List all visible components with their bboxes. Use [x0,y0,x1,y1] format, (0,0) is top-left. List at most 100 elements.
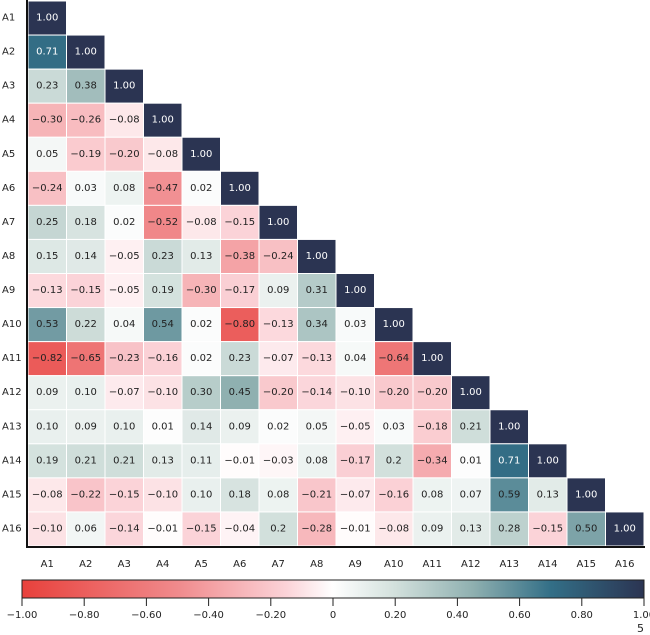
heatmap-cell [605,511,645,547]
cell-value-label: −0.10 [147,387,178,398]
cell-value-label: −0.23 [109,353,140,364]
cell-value-label: −0.24 [263,251,294,262]
cell-value-label: 0.14 [75,251,97,262]
heatmap-cell [297,511,337,547]
y-tick-label: A2 [2,47,15,58]
cell-value-label: −0.08 [109,115,140,126]
heatmap-cell [528,477,568,513]
cell-value-label: 0.09 [75,421,97,432]
heatmap-cell [220,375,260,411]
heatmap-cell [258,477,298,513]
cell-value-label: 0.02 [113,217,135,228]
cell-value-label: −0.26 [70,115,101,126]
cell-value-label: 0.10 [190,489,212,500]
heatmap-cell [104,511,144,547]
heatmap-cell [66,307,106,343]
cell-value-label: −0.10 [147,489,178,500]
y-tick-label: A14 [2,455,22,466]
heatmap-cell [451,375,491,411]
x-tick-label: A2 [79,559,92,570]
heatmap-cell [335,409,375,445]
cell-value-label: 1.00 [190,149,212,160]
cell-value-label: −0.21 [301,489,332,500]
x-tick-label: A11 [422,559,442,570]
cell-value-label: 1.00 [460,387,482,398]
cell-value-label: −0.20 [263,387,294,398]
cell-value-label: 0.05 [36,149,58,160]
cell-value-label: 0.53 [36,319,58,330]
cell-value-label: 0.03 [344,319,366,330]
cell-value-label: −0.08 [186,217,217,228]
heatmap-cell [335,307,375,343]
heatmap-cell [451,443,491,479]
cell-value-label: 0.09 [267,285,289,296]
cell-value-label: 0.59 [498,489,520,500]
heatmap-cell [104,307,144,343]
heatmap-cell [335,273,375,309]
cell-value-label: 0.13 [152,455,174,466]
heatmap-cell [143,375,183,411]
cell-value-label: 1.00 [113,81,135,92]
heatmap-cell [27,204,67,240]
heatmap-cells: 1.00 0.71 1.00 0.23 0.38 1.00 −0.30 −0.26 −0.08 1… [27,0,645,547]
cell-value-label: −0.22 [70,489,101,500]
cell-value-label: −0.16 [378,489,409,500]
heatmap-cell [66,170,106,206]
heatmap-cell [335,511,375,547]
cell-value-label: −0.24 [32,183,63,194]
cell-value-label: 1.00 [306,251,328,262]
cell-value-label: −0.65 [70,353,101,364]
y-tick-label: A15 [2,489,22,500]
heatmap-cell [297,238,337,274]
heatmap-cell [374,409,414,445]
heatmap-cell [143,307,183,343]
heatmap-cell [220,273,260,309]
y-tick-label: A12 [2,387,22,398]
cell-value-label: 0.23 [152,251,174,262]
cell-value-label: 0.2 [270,523,286,534]
cell-value-label: −0.14 [301,387,332,398]
cell-value-label: −0.07 [263,353,294,364]
cell-value-label: 0.14 [190,421,212,432]
cell-value-label: 0.21 [460,421,482,432]
cell-value-label: 0.2 [386,455,402,466]
cell-value-label: −0.20 [109,149,140,160]
cell-value-label: −0.38 [224,251,255,262]
cell-value-label: 1.00 [383,319,405,330]
cell-value-label: −0.18 [417,421,448,432]
cell-value-label: 0.02 [190,319,212,330]
cell-value-label: −0.20 [417,387,448,398]
heatmap-cell [66,375,106,411]
heatmap-cell [258,511,298,547]
cell-value-label: 0.08 [113,183,135,194]
heatmap-cell [220,443,260,479]
cell-value-label: 0.13 [460,523,482,534]
cell-value-label: 0.07 [460,489,482,500]
colorbar-tick-label: 0.60 [508,610,530,621]
colorbar-tick-label: 0.20 [384,610,406,621]
cell-value-label: −0.05 [109,285,140,296]
heatmap-cell [181,443,221,479]
heatmap-cell [27,238,67,274]
heatmap-cell [412,409,452,445]
cell-value-label: 0.13 [190,251,212,262]
cell-value-label: 0.25 [36,217,58,228]
heatmap-cell [104,477,144,513]
heatmap-cell [104,238,144,274]
cell-value-label: 1.00 [575,489,597,500]
heatmap-cell [566,477,606,513]
cell-value-label: 0.01 [152,421,174,432]
x-tick-label: A9 [349,559,362,570]
cell-value-label: 0.09 [36,387,58,398]
cell-value-label: 0.19 [152,285,174,296]
cell-value-label: 0.34 [306,319,328,330]
heatmap-cell [489,477,529,513]
cell-value-label: 0.23 [36,81,58,92]
heatmap-cell [27,511,67,547]
colorbar-tick-label: 0.80 [571,610,593,621]
cell-value-label: −0.13 [263,319,294,330]
heatmap-cell [143,443,183,479]
cell-value-label: 0.04 [113,319,135,330]
cell-value-label: 0.21 [75,455,97,466]
cell-value-label: −0.15 [109,489,140,500]
